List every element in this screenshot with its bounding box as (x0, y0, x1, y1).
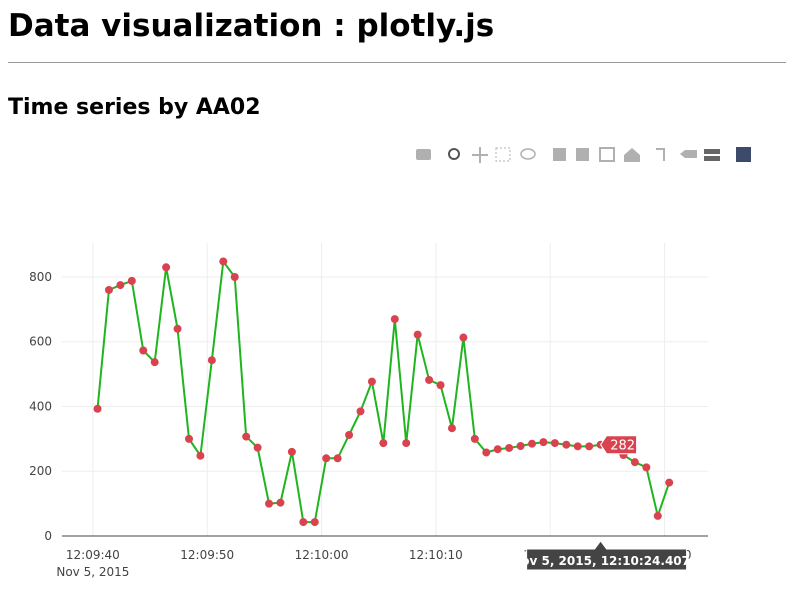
data-point (333, 454, 342, 463)
x-tick-label: 12:09:50 (180, 548, 234, 562)
hover-closest-icon[interactable] (680, 150, 697, 158)
section-title: Time series by AA02 (8, 95, 261, 120)
hover-x-box (526, 540, 688, 571)
hover-x-label: Nov 5, 2015, 12:10:24.407 (511, 554, 690, 568)
data-point (379, 439, 388, 448)
data-point (505, 443, 514, 452)
data-point (150, 358, 159, 367)
data-point (390, 315, 399, 324)
data-point (173, 324, 182, 333)
data-point (539, 438, 548, 447)
data-point (665, 478, 674, 487)
data-point (562, 440, 571, 449)
data-point (230, 272, 239, 281)
data-point (436, 381, 445, 390)
camera-icon[interactable] (416, 149, 431, 160)
data-point (470, 434, 479, 443)
pan-icon[interactable] (472, 147, 488, 163)
data-point (573, 442, 582, 451)
data-point (196, 451, 205, 460)
lasso-icon[interactable] (520, 148, 536, 160)
y-tick-label: 400 (29, 399, 52, 413)
data-point (516, 441, 525, 450)
y-tick-label: 800 (29, 270, 52, 284)
plotly-logo[interactable] (736, 147, 751, 162)
data-point (265, 499, 274, 508)
y-tick-label: 600 (29, 335, 52, 349)
zoom-in-icon[interactable] (553, 148, 566, 161)
x-date-label: Nov 5, 2015 (56, 565, 129, 579)
series-line (96, 258, 671, 524)
divider (8, 62, 786, 63)
data-point (242, 432, 251, 441)
data-point (642, 463, 651, 472)
data-point (550, 439, 559, 448)
data-point (93, 404, 102, 413)
data-point (482, 448, 491, 457)
spike-icon[interactable] (656, 148, 665, 161)
y-tick-label: 0 (44, 529, 52, 543)
data-point (253, 443, 262, 452)
data-point (207, 356, 216, 365)
data-point (127, 276, 136, 285)
data-point (630, 458, 639, 467)
data-point (493, 445, 502, 454)
page-title: Data visualization : plotly.js (8, 8, 495, 44)
data-point (287, 447, 296, 456)
zoom-icon[interactable] (448, 148, 460, 160)
hover-value: 282 (610, 439, 635, 454)
data-point (184, 434, 193, 443)
hover-compare-icon[interactable] (704, 149, 720, 154)
data-point (367, 377, 376, 386)
data-point (653, 511, 662, 520)
hover-box (600, 435, 638, 455)
data-point (322, 454, 331, 463)
data-point (425, 375, 434, 384)
data-point (310, 518, 319, 527)
data-point (116, 281, 125, 290)
x-tick-label: 12:10:10 (409, 548, 463, 562)
data-point (276, 498, 285, 507)
x-tick-label: 12:09:40 (66, 548, 120, 562)
autoscale-icon[interactable] (599, 147, 615, 162)
data-point (447, 424, 456, 433)
x-tick-label: 12:10:00 (295, 548, 349, 562)
data-point (345, 430, 354, 439)
modebar[interactable] (416, 147, 751, 163)
data-point (528, 439, 537, 448)
data-point (585, 442, 594, 451)
data-point (413, 330, 422, 339)
reset-icon[interactable] (624, 148, 640, 162)
data-point (299, 518, 308, 527)
hover-compare-icon[interactable] (704, 156, 720, 161)
select-icon[interactable] (495, 147, 511, 162)
data-point (356, 407, 365, 416)
data-point (104, 285, 113, 294)
data-point (459, 333, 468, 342)
data-point (402, 439, 411, 448)
data-point (139, 346, 148, 355)
data-point (162, 263, 171, 272)
zoom-out-icon[interactable] (576, 148, 589, 161)
data-point (219, 257, 228, 266)
y-tick-label: 200 (29, 464, 52, 478)
